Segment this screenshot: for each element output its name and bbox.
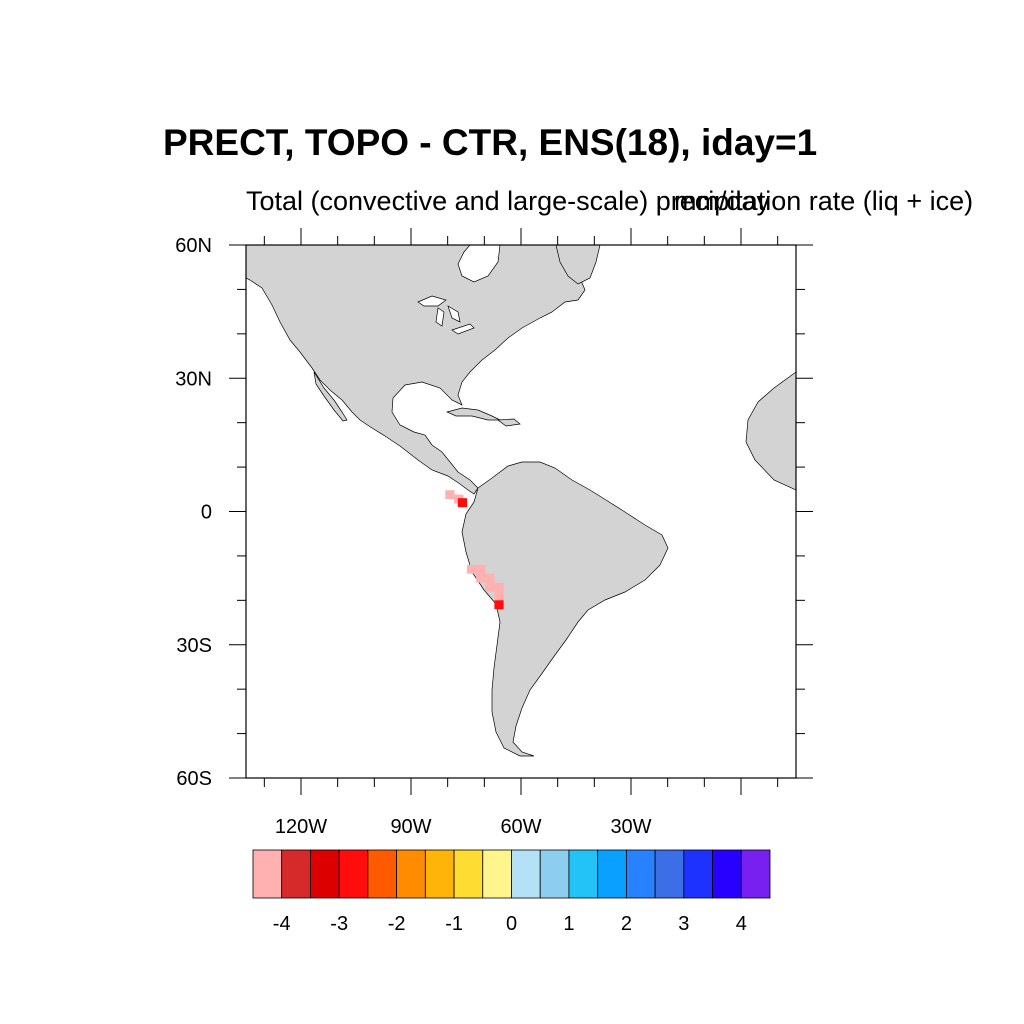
colorbar-swatch-15 [683,849,713,899]
lat-label-3: 30S [176,635,212,657]
lat-label-1: 30N [175,368,212,390]
colorbar-swatch-12 [597,849,627,899]
colorbar-swatch-1 [281,849,311,899]
lat-label-2: 0 [201,502,212,524]
colorbar-label-0: -4 [273,913,291,935]
precip-cell-10 [494,600,504,610]
land-baja [313,371,348,422]
map-area [246,245,796,757]
land-africa [745,371,796,491]
lon-label-2: 60W [500,816,541,838]
lon-label-1: 90W [390,816,431,838]
land-north-america [246,245,586,495]
lake-michigan-huron [435,305,461,327]
colorbar-label-2: -2 [388,913,406,935]
right-subtitle: mm/day [674,186,771,216]
land-hispaniola [497,418,521,427]
lon-label-0: 120W [275,816,327,838]
plot-title: PRECT, TOPO - CTR, ENS(18), iday=1 [163,122,818,163]
precip-cell-2 [457,498,467,508]
precip-cells [445,490,504,610]
precip-cell-8 [494,582,504,592]
hudson-bay [457,245,501,283]
axis-ticks: 60N 30N 0 30S 60S 120W 90W 60W 30W [175,228,813,838]
colorbar-swatch-8 [482,849,512,899]
colorbar-label-4: 0 [506,913,517,935]
colorbar-swatch-2 [310,849,340,899]
colorbar-label-7: 3 [678,913,689,935]
lat-label-0: 60N [175,235,212,257]
colorbar-label-5: 1 [563,913,574,935]
colorbar-swatch-3 [338,849,369,899]
lon-label-3: 30W [610,816,651,838]
colorbar-swatch-11 [568,849,599,899]
colorbar-swatch-6 [424,849,455,899]
colorbar-swatch-13 [625,849,656,899]
colorbar-swatch-0 [252,849,283,899]
colorbar-label-3: -1 [445,913,463,935]
precip-cell-0 [445,490,455,500]
precip-cell-4 [476,564,486,574]
colorbar-swatch-4 [367,849,398,899]
colorbar-swatch-7 [453,849,484,899]
precip-cell-9 [494,591,504,601]
left-subtitle: Total (convective and large-scale) preci… [246,186,974,216]
land-cuba [445,407,501,421]
lat-label-4: 60S [176,768,212,790]
colorbar-swatch-9 [511,849,541,899]
colorbar-label-8: 4 [736,913,747,935]
lake-superior [417,295,447,307]
colorbar-swatch-16 [712,849,742,899]
colorbar-swatch-10 [539,849,570,899]
lake-erie-ontario [451,323,475,335]
precip-cell-3 [466,564,477,574]
colorbar-swatch-5 [396,849,426,899]
land-south-america [461,461,669,757]
colorbar-label-1: -3 [330,913,348,935]
colorbar-swatch-14 [654,849,685,899]
colorbar-swatch-17 [740,849,771,899]
land-greenland [555,245,601,285]
precip-cell-5 [476,573,486,583]
colorbar-label-6: 2 [621,913,632,935]
precip-cell-6 [485,573,495,583]
precip-cell-7 [485,582,495,592]
colorbar: -4 -3 -2 -1 0 1 2 3 4 [252,849,771,935]
